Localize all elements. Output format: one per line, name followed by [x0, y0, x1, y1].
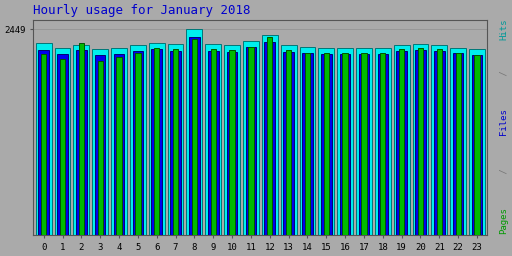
Bar — [283, 52, 294, 235]
Bar — [361, 54, 367, 235]
Bar — [453, 54, 463, 235]
Bar — [98, 61, 103, 235]
Bar — [224, 45, 240, 235]
Bar — [73, 45, 89, 235]
Bar — [130, 45, 146, 235]
Bar — [79, 43, 84, 235]
Bar — [415, 50, 426, 235]
Bar — [192, 39, 197, 235]
Bar — [135, 54, 140, 235]
Bar — [324, 54, 329, 235]
Bar — [318, 48, 334, 235]
Bar — [340, 54, 350, 235]
Bar — [186, 29, 202, 235]
Bar — [359, 54, 369, 235]
Bar — [377, 54, 388, 235]
Text: Hourly usage for January 2018: Hourly usage for January 2018 — [33, 4, 251, 17]
Text: Hits: Hits — [499, 19, 508, 40]
Bar — [133, 51, 143, 235]
Bar — [55, 48, 71, 235]
Bar — [265, 42, 275, 235]
Bar — [343, 54, 348, 235]
Bar — [474, 55, 480, 235]
Bar — [262, 35, 278, 235]
Bar — [248, 47, 253, 235]
Bar — [210, 49, 216, 235]
Bar — [321, 54, 332, 235]
Bar — [92, 49, 108, 235]
Bar — [76, 50, 87, 235]
Bar — [432, 45, 447, 235]
Bar — [60, 59, 65, 235]
Bar — [38, 50, 49, 235]
Bar — [173, 49, 178, 235]
Bar — [356, 48, 372, 235]
Bar — [302, 54, 313, 235]
Bar — [111, 48, 127, 235]
Bar — [167, 44, 183, 235]
Bar — [208, 51, 219, 235]
Bar — [394, 45, 410, 235]
Bar — [152, 49, 162, 235]
Bar — [469, 49, 485, 235]
Bar — [227, 52, 238, 235]
Bar — [170, 51, 181, 235]
Bar — [229, 50, 234, 235]
Bar — [149, 43, 165, 235]
Bar — [281, 45, 296, 235]
Bar — [418, 48, 423, 235]
Bar — [434, 51, 444, 235]
Bar — [305, 52, 310, 235]
Bar — [456, 52, 461, 235]
Text: /: / — [499, 163, 508, 179]
Bar — [36, 43, 52, 235]
Bar — [114, 54, 124, 235]
Bar — [413, 44, 429, 235]
Bar — [246, 48, 256, 235]
Bar — [116, 57, 122, 235]
Bar — [472, 55, 482, 235]
Bar — [380, 54, 386, 235]
Bar — [286, 50, 291, 235]
Bar — [95, 55, 105, 235]
Bar — [41, 54, 46, 235]
Bar — [243, 41, 259, 235]
Bar — [267, 37, 272, 235]
Bar — [205, 44, 221, 235]
Text: /: / — [499, 65, 508, 81]
Bar — [337, 48, 353, 235]
Bar — [437, 49, 442, 235]
Bar — [300, 48, 315, 235]
Bar — [375, 48, 391, 235]
Text: Pages: Pages — [499, 207, 508, 233]
Bar — [154, 48, 159, 235]
Bar — [399, 49, 404, 235]
Bar — [57, 54, 68, 235]
Text: Files: Files — [499, 109, 508, 135]
Bar — [189, 37, 200, 235]
Bar — [450, 48, 466, 235]
Bar — [396, 51, 407, 235]
